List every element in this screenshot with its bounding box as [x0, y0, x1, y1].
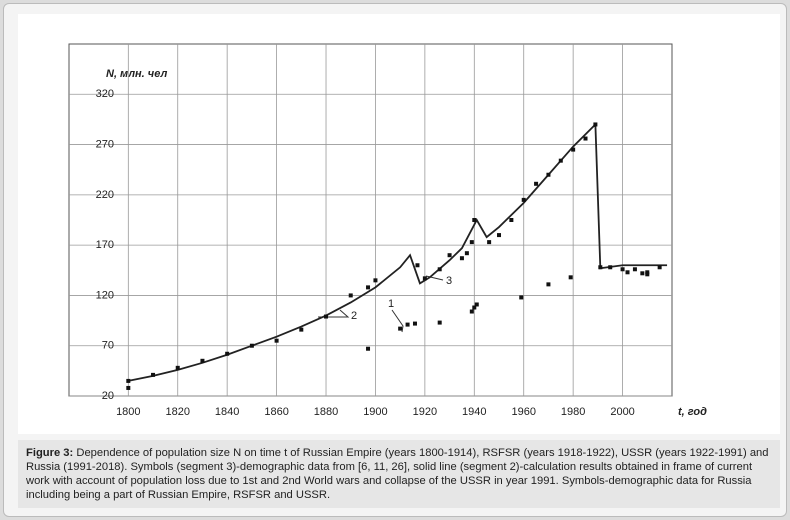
leader: [391, 309, 404, 333]
data-point: [249, 343, 254, 348]
y-tick-label: 170: [96, 239, 114, 251]
data-point: [645, 272, 650, 277]
data-point: [324, 314, 329, 319]
y-axis-label: N, млн. чел: [106, 68, 167, 80]
x-tick-label: 1960: [511, 406, 535, 418]
data-point: [126, 385, 131, 390]
data-point: [464, 251, 469, 256]
frame: N, млн. чел t, год 1 2 3 20 70 120 170 220 27…: [3, 3, 787, 517]
data-point: [274, 338, 279, 343]
data-point: [373, 278, 378, 283]
data-point: [225, 351, 230, 356]
data-point: [437, 320, 442, 325]
x-tick-label: 1840: [215, 406, 239, 418]
x-tick-label: 1880: [314, 406, 338, 418]
data-point: [497, 233, 502, 238]
data-point: [632, 267, 637, 272]
data-point: [608, 265, 613, 270]
x-tick-label: 1800: [116, 406, 140, 418]
data-point: [469, 309, 474, 314]
figure: N, млн. чел t, год 1 2 3 20 70 120 170 220 27…: [18, 14, 780, 434]
x-tick-label: 1940: [462, 406, 486, 418]
data-point: [509, 218, 514, 222]
x-tick-label: 1900: [363, 406, 387, 418]
data-point: [645, 270, 650, 275]
caption-text: Dependence of population size N on time …: [26, 447, 769, 501]
data-point: [366, 285, 371, 290]
data-point: [405, 322, 410, 327]
data-point: [415, 263, 420, 268]
data-point: [299, 327, 304, 332]
y-tick-label: 20: [102, 390, 114, 402]
data-point: [625, 270, 630, 275]
annotation: 1: [388, 298, 394, 310]
y-tick-label: 320: [96, 88, 114, 100]
data-point: [447, 253, 452, 258]
data-point: [558, 158, 563, 163]
data-point: [366, 346, 371, 351]
data-point: [348, 293, 353, 298]
y-tick-label: 70: [102, 340, 114, 352]
data-point: [657, 265, 662, 270]
data-point: [126, 378, 131, 383]
y-tick-label: 220: [96, 189, 114, 201]
data-point: [620, 267, 625, 272]
data-point: [474, 302, 479, 307]
data-point: [151, 372, 156, 377]
data-point: [469, 240, 474, 245]
y-tick-label: 120: [96, 289, 114, 301]
x-tick-label: 1920: [413, 406, 437, 418]
data-point: [546, 282, 551, 287]
x-tick-label: 1860: [264, 406, 288, 418]
x-tick-label: 1820: [165, 406, 189, 418]
x-tick-label: 1980: [561, 406, 585, 418]
annotation: 2: [351, 310, 357, 322]
x-axis-label: t, год: [678, 406, 707, 418]
chart: N, млн. чел t, год 1 2 3 20 70 120 170 220 27…: [68, 43, 707, 418]
data-point: [571, 147, 576, 152]
data-point: [519, 295, 524, 300]
data-point: [487, 240, 492, 245]
y-tick-label: 270: [96, 138, 114, 150]
model-line: [128, 122, 668, 382]
data-point: [546, 172, 551, 177]
data-point: [459, 256, 464, 261]
data-point: [640, 271, 645, 276]
data-point: [583, 136, 588, 141]
caption: Figure 3: Dependence of population size …: [18, 440, 780, 508]
data-point: [200, 358, 205, 363]
data-point: [398, 326, 403, 331]
leader: [425, 275, 444, 281]
data-point: [472, 305, 477, 310]
data-point: [521, 197, 526, 202]
data-point: [598, 265, 603, 270]
data-point: [412, 321, 417, 326]
data-point: [437, 267, 442, 272]
caption-label: Figure 3:: [26, 447, 74, 459]
data-point: [422, 276, 427, 281]
x-tick-label: 2000: [610, 406, 634, 418]
annotation: 3: [446, 275, 452, 287]
data-point: [568, 275, 573, 280]
data-point: [472, 218, 477, 222]
data-point: [534, 181, 539, 186]
plot-frame: [68, 43, 673, 397]
data-point: [593, 122, 598, 127]
data-point: [175, 365, 180, 370]
